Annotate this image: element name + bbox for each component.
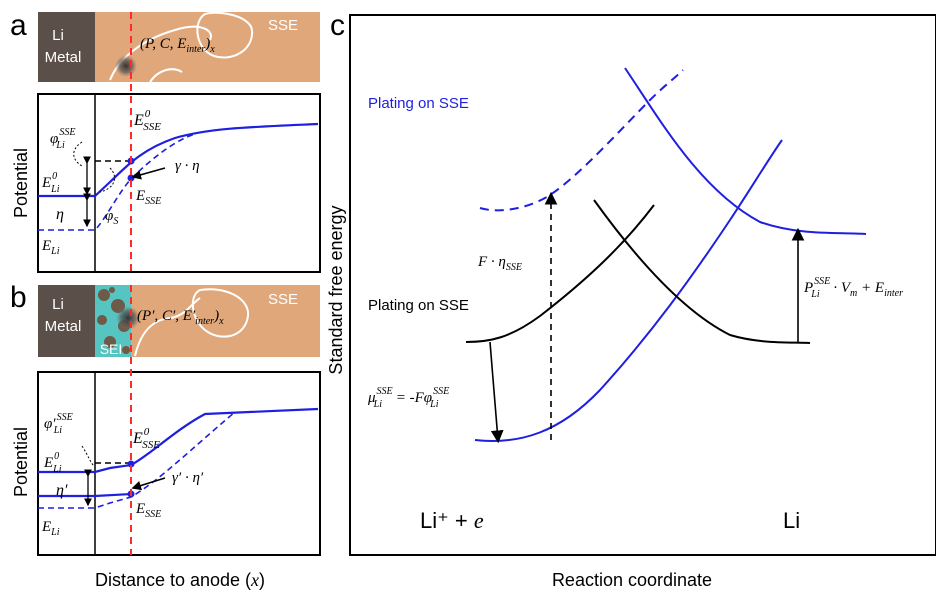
plot-frame: [37, 371, 321, 556]
grain-boundary: [191, 288, 250, 338]
panel-a-letter: a: [10, 9, 27, 42]
gamma-arrow: [131, 167, 166, 180]
e0-sse-label: E0 SSE: [133, 108, 161, 133]
y-axis-label: Potential: [11, 148, 31, 218]
x-axis-label: Distance to anode (x): [95, 570, 265, 590]
left-state-label: Li⁺ + e: [420, 508, 484, 533]
panel-c-letter: c: [330, 9, 345, 42]
li-metal-region: [38, 12, 95, 82]
blue-curve-left: [474, 139, 783, 442]
defect-label: (P, C, Einter)x: [140, 36, 215, 55]
potential-curve-lower: [38, 492, 132, 498]
plot-frame: [37, 93, 321, 273]
e-li-label: ELi: [41, 519, 60, 538]
blue-dashed-curve: [479, 69, 684, 212]
phi-li-curve: [81, 445, 95, 467]
panel-c-plot: Standard free energy Reaction coordinate…: [326, 14, 936, 590]
phi-li-label: φSSE Li: [50, 127, 75, 151]
panel-a-schematic: Li Metal SSE (P, C, Einter)x: [38, 11, 320, 83]
y-axis-label: Standard free energy: [326, 205, 346, 374]
panel-b-plot: Potential E0 SSE φ′SSE Li E0 Li η′ ELi ESSE…: [11, 371, 321, 556]
potential-curve-dashed: [38, 411, 236, 509]
point-e0sse: [127, 460, 135, 468]
black-curve-label: Plating on SSE: [368, 297, 469, 314]
defect-blob: [115, 55, 137, 77]
blue-curve-label: Plating on SSE: [368, 95, 469, 112]
phi-s-label: φS: [105, 208, 118, 227]
black-curve-right: [593, 199, 811, 344]
gamma-eta-label: γ · η: [175, 158, 200, 174]
panel-a-plot: Potential E0 SSE φSSE Li E0 Li η φS ELi ESS…: [11, 93, 321, 273]
blue-curve-right: [624, 67, 867, 235]
sse-label: SSE: [268, 17, 298, 34]
sei-label: SEI: [100, 341, 123, 357]
y-axis-label: Potential: [11, 427, 31, 497]
li-metal-label: Metal: [45, 318, 82, 335]
grain-boundary: [134, 297, 201, 357]
e0-li-label: E0 Li: [41, 171, 60, 195]
e0-li-label: E0 Li: [43, 451, 62, 475]
e-li-label: ELi: [41, 238, 60, 257]
li-metal-region: [38, 285, 95, 357]
defect-blob: [116, 306, 140, 330]
panel-b-schematic: Li Metal SEI SSE (P′, C′, E′inter)x: [38, 285, 320, 357]
e-sse-label: ESSE: [135, 188, 161, 207]
gamma-eta-label: γ′ · η′: [172, 470, 204, 486]
eta-label: η: [56, 206, 64, 223]
phi-s-curve: [99, 167, 116, 193]
f-eta-label: F · ηSSE: [477, 254, 522, 273]
x-axis-label: Reaction coordinate: [552, 570, 712, 590]
e-sse-label: ESSE: [135, 501, 161, 520]
potential-curve: [38, 122, 319, 198]
grain-boundary: [196, 11, 254, 59]
right-state-label: Li: [783, 508, 800, 533]
li-metal-label: Metal: [45, 49, 82, 66]
panel-b-letter: b: [10, 281, 27, 314]
mu-arrow: [489, 341, 504, 444]
li-metal-label: Li: [52, 296, 64, 313]
defect-label: (P′, C′, E′inter)x: [137, 308, 224, 327]
li-metal-label: Li: [52, 27, 64, 44]
grain-boundary: [149, 68, 183, 83]
eta-label: η′: [56, 482, 68, 499]
e0-sse-label: E0 SSE: [132, 426, 160, 451]
gamma-arrow: [131, 477, 166, 491]
mu-label: μSSE Li = -FφSSE Li: [367, 386, 449, 410]
phi-li-label: φ′SSE Li: [44, 412, 73, 436]
black-curve-left: [465, 204, 655, 343]
p-label: PSSE Li · Vm + Einter: [803, 276, 903, 300]
plot-frame: [349, 14, 936, 556]
sse-label: SSE: [268, 291, 298, 308]
potential-curve: [38, 407, 319, 474]
